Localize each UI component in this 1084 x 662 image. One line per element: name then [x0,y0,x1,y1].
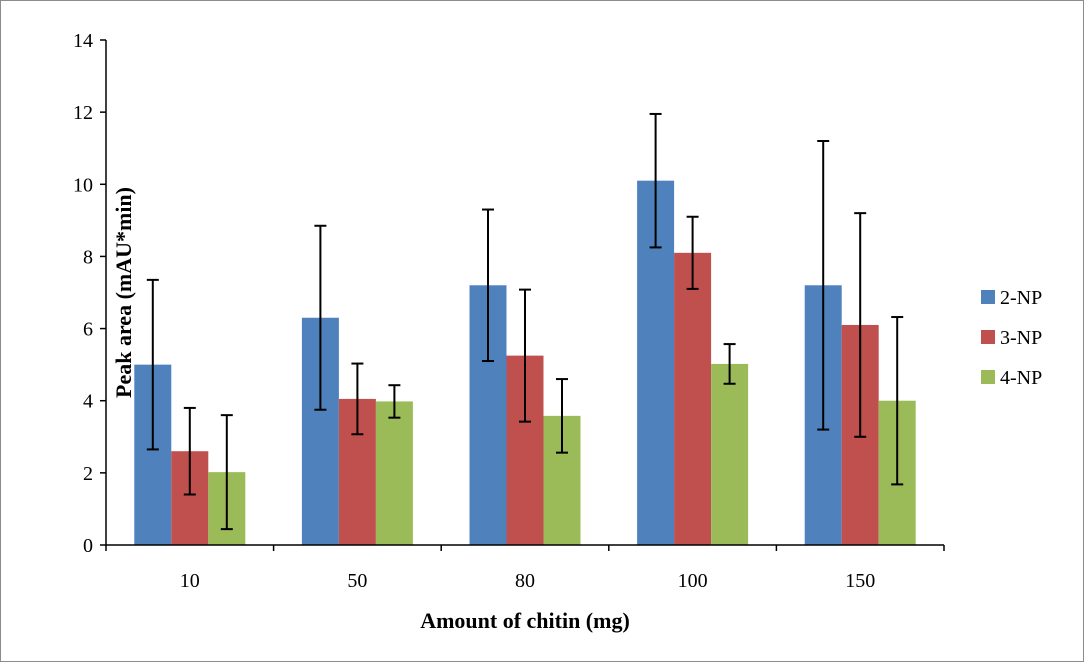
error-bar-3-NP-10 [183,406,196,496]
x-tick-label-150: 150 [845,570,875,592]
bar-4-NP-100 [711,363,749,545]
x-axis-title: Amount of chitin (mg) [420,608,630,633]
error-bar-2-NP-80 [482,208,494,363]
x-tick-label-50: 50 [347,570,367,592]
bars-layer [134,180,916,546]
y-tick-label-8: 8 [83,246,93,268]
legend-label-2-NP: 2-NP [1000,287,1042,309]
legend-item-2-NP: 2-NP [981,287,1042,309]
error-bars-layer [146,112,904,531]
x-tick-label-80: 80 [515,570,535,592]
error-bar-3-NP-100 [686,215,699,290]
legend-swatch-3-NP [981,330,995,344]
error-bar-2-NP-50 [314,224,327,411]
error-bar-3-NP-150 [854,212,867,438]
legend-label-4-NP: 4-NP [1000,367,1042,389]
y-tick-label-10: 10 [73,174,93,196]
y-tick-label-12: 12 [73,102,93,124]
error-bar-4-NP-150 [891,316,904,486]
bar-3-NP-100 [674,252,712,546]
legend: 2-NP 3-NP 4-NP [981,287,1042,389]
legend-item-3-NP: 3-NP [981,327,1042,349]
legend-label-3-NP: 3-NP [1000,327,1042,349]
bar-4-NP-50 [375,401,413,545]
labels-layer: 0 2 4 6 8 10 12 14 10 50 80 100 150 [73,30,875,592]
x-tick-label-100: 100 [678,570,708,592]
y-tick-label-2: 2 [83,463,93,485]
y-tick-label-4: 4 [83,391,93,413]
x-tick-label-10: 10 [180,570,200,592]
error-bar-2-NP-150 [817,140,830,431]
axes-layer [100,39,945,551]
y-tick-label-6: 6 [83,319,93,341]
legend-swatch-2-NP [981,290,995,304]
error-bar-4-NP-10 [220,414,233,531]
y-axis-title: Peak area (mAU*min) [111,187,136,398]
error-bar-2-NP-100 [649,112,662,249]
y-tick-label-14: 14 [73,30,93,52]
error-bar-2-NP-10 [146,278,159,451]
y-tick-label-0: 0 [83,535,93,557]
error-bar-4-NP-100 [723,343,736,385]
legend-swatch-4-NP [981,370,995,384]
error-bar-3-NP-80 [519,288,531,423]
error-bar-4-NP-80 [556,378,568,454]
error-bar-3-NP-50 [351,362,364,436]
error-bar-4-NP-50 [388,384,401,419]
legend-item-4-NP: 4-NP [981,367,1042,389]
